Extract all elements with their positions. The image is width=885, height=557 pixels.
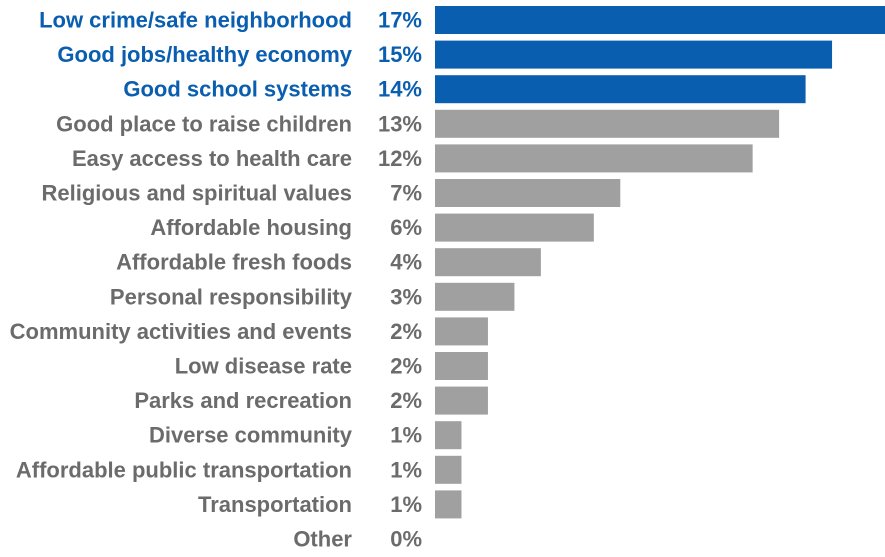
- category-label: Diverse community: [149, 423, 353, 448]
- bar: [435, 75, 806, 104]
- bar: [435, 282, 515, 311]
- bar: [435, 6, 885, 34]
- value-label: 1%: [390, 492, 422, 517]
- category-label: Affordable housing: [150, 215, 352, 240]
- bar: [435, 40, 833, 69]
- bar: [435, 213, 594, 242]
- category-label: Good jobs/healthy economy: [57, 42, 352, 67]
- value-label: 3%: [390, 284, 422, 309]
- bar: [435, 352, 488, 380]
- bar: [435, 109, 780, 138]
- category-label: Transportation: [198, 492, 352, 517]
- value-label: 2%: [390, 388, 422, 413]
- category-label: Personal responsibility: [110, 284, 353, 309]
- value-label: 2%: [390, 354, 422, 379]
- chart-rows: Low crime/safe neighborhood 17% Good jobs/…: [10, 6, 885, 552]
- bar: [435, 317, 488, 346]
- category-label: Community activities and events: [10, 319, 352, 344]
- category-label: Parks and recreation: [134, 388, 352, 413]
- value-label: 2%: [390, 319, 422, 344]
- value-label: 7%: [390, 181, 422, 206]
- category-label: Good school systems: [123, 77, 352, 102]
- bar: [435, 144, 753, 173]
- value-label: 14%: [378, 77, 422, 102]
- value-label: 12%: [378, 146, 422, 171]
- category-label: Affordable public transportation: [16, 457, 352, 482]
- value-label: 1%: [390, 457, 422, 482]
- value-label: 13%: [378, 111, 422, 136]
- category-label: Religious and spiritual values: [41, 181, 352, 206]
- value-label: 4%: [390, 250, 422, 275]
- category-label: Good place to raise children: [56, 111, 352, 136]
- value-label: 15%: [378, 42, 422, 67]
- bar: [435, 248, 541, 277]
- category-label: Affordable fresh foods: [116, 250, 352, 275]
- bar: [435, 490, 462, 519]
- bar: [435, 386, 488, 415]
- value-label: 0%: [390, 527, 422, 552]
- category-label: Easy access to health care: [72, 146, 352, 171]
- value-label: 6%: [390, 215, 422, 240]
- value-label: 17%: [378, 8, 422, 33]
- bar: [435, 179, 621, 207]
- category-label: Low disease rate: [175, 354, 352, 379]
- category-label: Other: [293, 527, 352, 552]
- bar: [435, 421, 462, 450]
- value-label: 1%: [390, 423, 422, 448]
- bar: [435, 455, 462, 484]
- category-label: Low crime/safe neighborhood: [39, 8, 352, 33]
